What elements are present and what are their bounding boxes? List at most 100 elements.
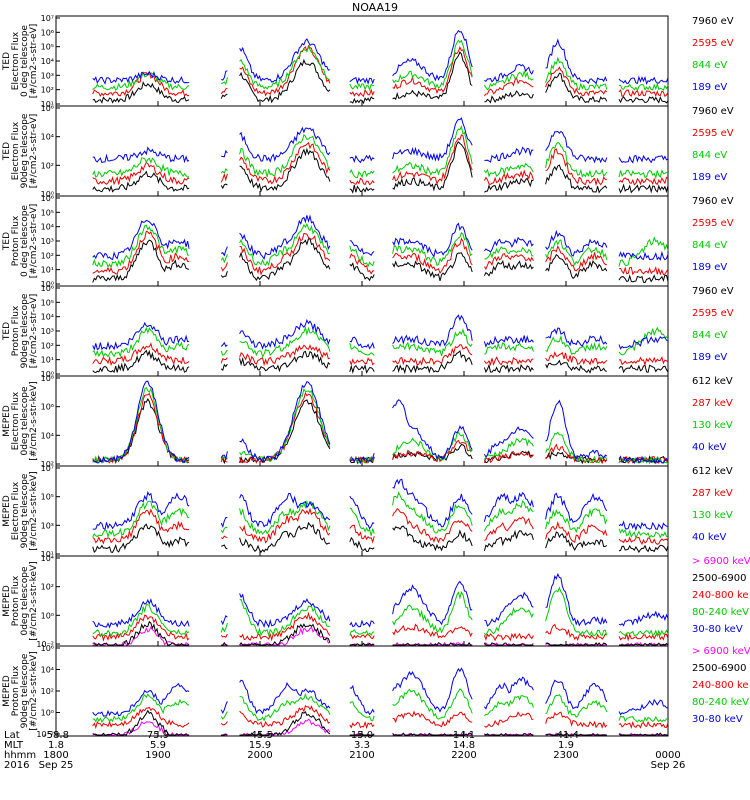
panel-ted-p-90: 10⁰ 10¹ 10² 10³ 10⁴ 10⁵ 10⁶ TED Proton Flux 90deg…: [2, 284, 734, 379]
ylabel-line: [#/cm2-s-str-eV]: [29, 24, 39, 99]
panel-meped-p-90: 10⁻² 10⁰ 10² 10⁴ 10⁶ MEPED Proton Flux 90deg te…: [2, 644, 750, 739]
ylabel-line: [#/cm2-s-str-keV]: [29, 381, 39, 460]
ylabel-line: Proton Flux: [11, 665, 21, 716]
series-844-ev: [92, 39, 669, 92]
series-130-kev: [92, 491, 669, 539]
legend-entry: 7960 eV: [692, 16, 734, 27]
series-7960-ev: [92, 349, 669, 375]
ytick-label: 10¹: [41, 356, 54, 365]
footer-row-label: hhmm: [4, 750, 36, 761]
ylabel-line: 0 deg telescope: [20, 25, 30, 97]
series-7960-ev: [92, 141, 669, 194]
ytick-label: 10⁴: [41, 57, 54, 66]
ytick-label: 10⁵: [41, 298, 54, 307]
footer-mlt: 5.9: [150, 740, 166, 751]
legend-entry: 7960 eV: [692, 106, 734, 117]
legend-entry: 189 eV: [692, 352, 727, 363]
ytick-label: 10⁷: [41, 14, 54, 23]
footer-time: 2100: [349, 750, 374, 761]
panel-group: 10¹ 10² 10³ 10⁴ 10⁵ 10⁶ 10⁷ TED Electron Flux 0 d…: [2, 14, 750, 739]
footer-mlt: 15.9: [249, 740, 271, 751]
ytick-label: 10⁶: [41, 104, 54, 113]
legend-entry: 189 eV: [692, 172, 727, 183]
series-40-kev: [92, 380, 669, 465]
ytick-label: 10²: [41, 460, 54, 469]
ylabel-line: 90deg telescope: [20, 113, 30, 188]
ylabel-line: Proton Flux: [11, 575, 21, 626]
ytick-label: 10⁵: [41, 493, 54, 502]
legend-entry: 7960 eV: [692, 196, 734, 207]
series-2500-6900: [92, 620, 669, 646]
ylabel-line: MEPED: [2, 585, 12, 617]
ylabel-line: Proton Flux: [11, 215, 21, 266]
panel-frame: [55, 15, 669, 107]
ytick-label: 10⁶: [41, 194, 54, 203]
ytick-label: 10⁴: [41, 431, 54, 440]
series--6900-kev: [92, 718, 668, 736]
series-80-240-kev: [92, 688, 668, 724]
ytick-label: 10²: [41, 583, 54, 592]
footer-lat: -45.5: [247, 730, 273, 741]
ylabel-line: 90deg telescope: [20, 293, 30, 368]
footer-date: Sep 26: [651, 760, 686, 771]
ytick-label: 10⁰: [41, 190, 54, 199]
ytick-label: 10⁰: [41, 611, 54, 620]
legend-entry: 130 keV: [692, 420, 733, 431]
ylabel-line: [#/cm2-s-str-eV]: [29, 204, 39, 279]
legend-entry: 612 keV: [692, 466, 733, 477]
ylabel-line: Electron Flux: [11, 121, 21, 180]
legend-entry: > 6900 keV: [692, 556, 750, 567]
footer-row-label: 2016: [4, 760, 29, 771]
legend-entry: 287 keV: [692, 488, 733, 499]
ytick-label: 10⁻²: [36, 640, 54, 649]
footer-row-label: MLT: [4, 740, 24, 751]
legend-entry: 240-800 ke: [692, 680, 749, 691]
legend-entry: 40 keV: [692, 532, 726, 543]
footer-mlt: 3.3: [354, 740, 370, 751]
series-2595-ev: [92, 134, 669, 187]
panel-meped-p-0: 10⁻² 10⁰ 10² 10⁴ MEPED Proton Flux 0deg telesc…: [2, 554, 750, 649]
series-612-kev: [92, 521, 669, 554]
ytick-label: 10⁻²: [36, 730, 54, 739]
panel-ted-e-0: 10¹ 10² 10³ 10⁴ 10⁵ 10⁶ 10⁷ TED Electron Flux 0 d…: [2, 14, 734, 109]
series-287-kev: [92, 391, 669, 465]
series-287-kev: [92, 507, 669, 546]
ytick-label: 10¹: [41, 550, 54, 559]
legend-entry: 287 keV: [692, 398, 733, 409]
ytick-label: 10²: [41, 341, 54, 350]
series-2595-ev: [92, 342, 669, 367]
ytick-label: 10³: [41, 521, 54, 530]
ytick-label: 10⁷: [41, 464, 54, 473]
series-844-ev: [92, 326, 669, 359]
ytick-label: 10²: [41, 86, 54, 95]
footer-time: 1900: [145, 750, 170, 761]
legend-entry: > 6900 keV: [692, 646, 750, 657]
series-189-ev: [92, 314, 669, 351]
legend-entry: 2500-6900: [692, 573, 747, 584]
legend-entry: 30-80 keV: [692, 714, 743, 725]
ytick-label: 10⁰: [41, 280, 54, 289]
series-189-ev: [92, 214, 669, 261]
ylabel-line: [#/cm2-s-str-keV]: [29, 471, 39, 550]
series-7960-ev: [92, 51, 669, 105]
ylabel-line: 0 deg telescope: [20, 205, 30, 277]
legend-entry: 844 eV: [692, 60, 727, 71]
panel-frame: [55, 195, 669, 287]
ytick-label: 10⁰: [41, 709, 54, 718]
legend-entry: 80-240 keV: [692, 697, 749, 708]
legend-entry: 240-800 ke: [692, 590, 749, 601]
ytick-label: 10⁴: [41, 133, 54, 142]
ylabel-line: Electron Flux: [11, 391, 21, 450]
ylabel-line: TED: [2, 322, 12, 341]
legend-entry: 844 eV: [692, 330, 727, 341]
legend-entry: 2595 eV: [692, 128, 734, 139]
panel-frame: [55, 375, 669, 467]
ylabel-line: TED: [2, 52, 12, 71]
ytick-label: 10²: [41, 251, 54, 260]
ytick-label: 10⁴: [41, 554, 54, 563]
footer-lat: -58.8: [43, 730, 69, 741]
footer-mlt: 1.8: [48, 740, 64, 751]
ytick-label: 10³: [41, 237, 54, 246]
legend-entry: 2595 eV: [692, 308, 734, 319]
